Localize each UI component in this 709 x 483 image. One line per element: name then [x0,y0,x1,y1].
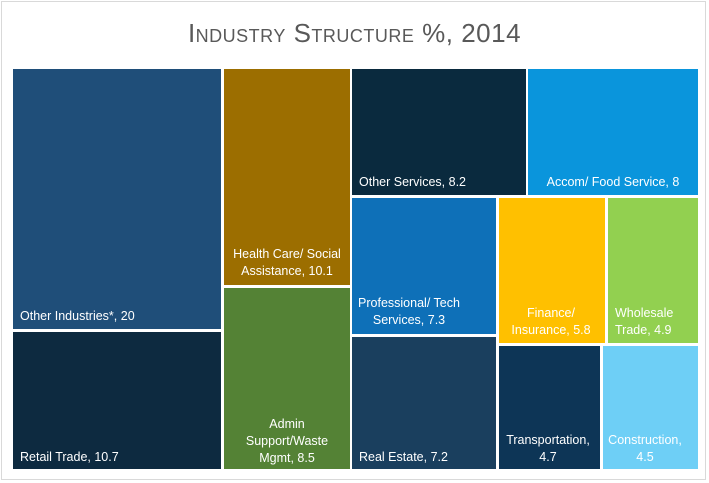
tile-other-industries: Other Industries*, 20 [13,69,221,329]
tile-rect-other-services [352,69,526,195]
tile-other-services: Other Services, 8.2 [352,69,526,195]
tile-label-retail-trade: Retail Trade, 10.7 [20,450,119,464]
tile-finance-insurance: Finance/Insurance, 5.8 [499,198,605,343]
chart-title: Industry Structure %, 2014 [187,18,522,48]
tile-rect-finance-insurance [499,198,605,343]
tile-label-wholesale-trade: Wholesale Trade, 4.9 [615,306,673,337]
tile-construction: Construction, 4.5 [603,346,698,469]
tile-admin-support-waste-mgmt: Admin Support/Waste Mgmt, 8.5 [224,288,350,469]
tile-rect-wholesale-trade [608,198,698,343]
tile-real-estate: Real Estate, 7.2 [352,337,496,469]
tile-retail-trade: Retail Trade, 10.7 [13,332,221,469]
tile-label-construction: Construction, 4.5 [608,433,682,464]
tile-transportation: Transportation, 4.7 [499,346,600,469]
tile-rect-accom-food-service [528,69,698,195]
tile-label-health-care-social-assistance: Health Care/ Social Assistance, 10.1 [233,247,341,278]
tile-label-professional-tech-services: Professional/ Tech Services, 7.3 [358,296,460,327]
tile-label-transportation: Transportation, 4.7 [506,433,590,464]
tile-rect-real-estate [352,337,496,469]
tile-label-real-estate: Real Estate, 7.2 [359,450,448,464]
tile-rect-other-industries [13,69,221,329]
tile-professional-tech-services: Professional/ Tech Services, 7.3 [352,198,496,334]
tile-label-accom-food-service: Accom/ Food Service, 8 [547,175,680,189]
tile-wholesale-trade: Wholesale Trade, 4.9 [608,198,698,343]
tile-accom-food-service: Accom/ Food Service, 8 [528,69,698,195]
tile-label-other-industries: Other Industries*, 20 [20,309,135,323]
tile-health-care-social-assistance: Health Care/ Social Assistance, 10.1 [224,69,350,285]
tile-rect-retail-trade [13,332,221,469]
tile-rect-professional-tech-services [352,198,496,334]
tile-label-admin-support-waste-mgmt: Admin Support/Waste Mgmt, 8.5 [246,417,328,465]
tile-rect-transportation [499,346,600,469]
tile-label-other-services: Other Services, 8.2 [359,175,466,189]
tile-rect-construction [603,346,698,469]
tile-rect-health-care-social-assistance [224,69,350,285]
tile-label-finance-insurance: Finance/Insurance, 5.8 [511,306,590,337]
tile-rect-admin-support-waste-mgmt [224,288,350,469]
